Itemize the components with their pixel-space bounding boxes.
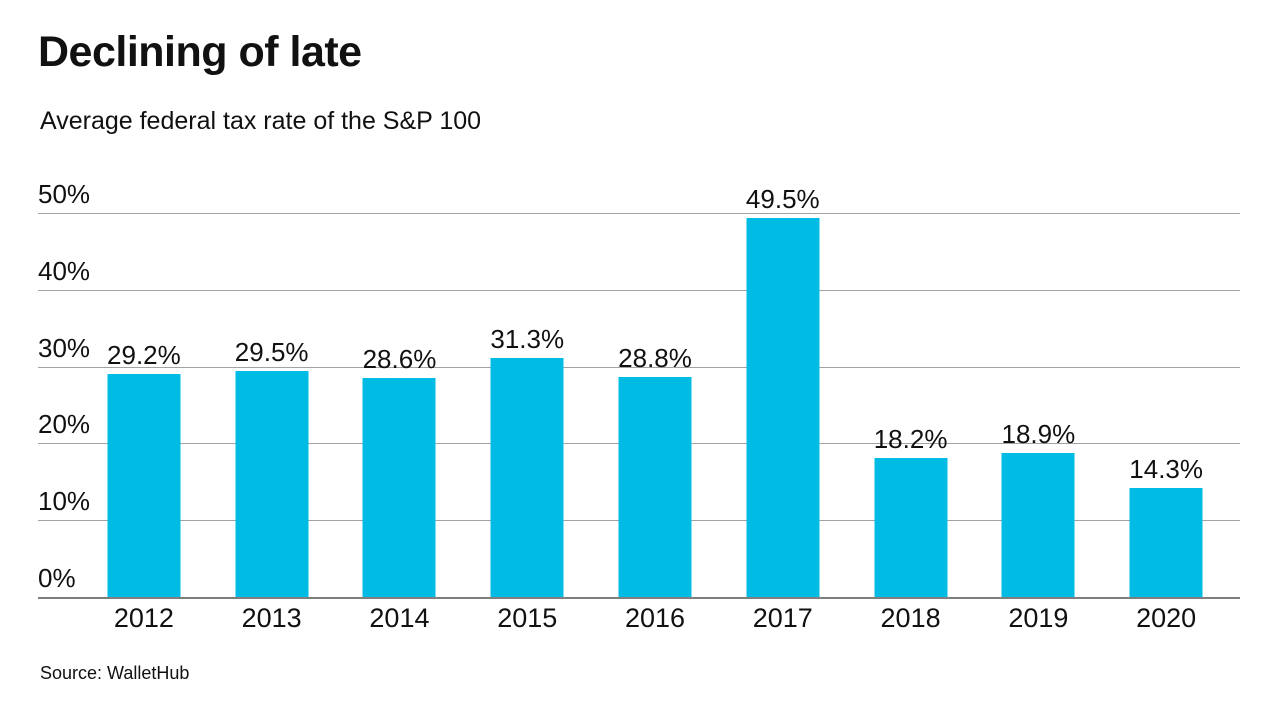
- value-label-2018: 18.2%: [873, 424, 948, 455]
- bar-2012: [107, 373, 181, 598]
- value-label-2016: 28.8%: [618, 342, 692, 373]
- x-axis-label-2013: 2013: [241, 603, 302, 633]
- bar-chart-plot-area: 0% 10% 20% 30% 40% 50% 29.2% 2012 29.5% 2013 28.6…: [38, 181, 1240, 632]
- bars-layer: 29.2% 2012 29.5% 2013 28.6% 2014 31.3% 2015 28.8…: [80, 186, 1230, 632]
- x-axis-label-2017: 2017: [752, 603, 813, 633]
- bar-slot-2013: 29.5% 2013: [208, 214, 336, 631]
- x-axis-label-2018: 2018: [880, 603, 941, 633]
- bar-slot-2019: 18.9% 2019: [974, 214, 1102, 632]
- value-label-2017: 49.5%: [745, 183, 820, 214]
- bar-2014: [362, 378, 436, 598]
- value-label-2013: 29.5%: [234, 337, 309, 368]
- bar-slot-2015: 31.3% 2015: [463, 214, 591, 632]
- x-axis-line: [38, 597, 1240, 599]
- bar-2015: [490, 357, 564, 598]
- bar-slot-2014: 28.6% 2014: [336, 214, 464, 631]
- bar-slot-2020: 14.3% 2020: [1102, 214, 1230, 631]
- bar-2020: [1129, 488, 1203, 598]
- bar-slot-2018: 18.2% 2018: [847, 214, 975, 631]
- bar-2018: [874, 458, 948, 598]
- x-axis-label-2020: 2020: [1136, 603, 1197, 633]
- bar-2017: [746, 217, 820, 598]
- bar-2019: [1001, 452, 1075, 598]
- y-tick-label-30: 30%: [38, 332, 91, 363]
- gridline-50: [38, 213, 1240, 214]
- value-label-2019: 18.9%: [1001, 418, 1076, 449]
- value-label-2020: 14.3%: [1129, 454, 1204, 485]
- bar-2016: [618, 376, 692, 598]
- x-axis-label-2016: 2016: [624, 603, 686, 633]
- chart-subtitle: Average federal tax rate of the S&P 100: [40, 107, 482, 135]
- chart-title: Declining of late: [38, 28, 362, 76]
- bar-slot-2017: 49.5% 2017: [719, 186, 847, 632]
- y-tick-label-20: 20%: [38, 409, 91, 440]
- y-tick-label-50: 50%: [38, 179, 91, 209]
- gridline-30: [38, 366, 1240, 368]
- value-label-2012: 29.2%: [107, 339, 181, 370]
- y-tick-label-40: 40%: [38, 255, 91, 286]
- source-note: Source: WalletHub: [40, 663, 190, 683]
- bar-slot-2016: 28.8% 2016: [591, 214, 719, 632]
- gridline-40: [38, 289, 1240, 291]
- y-tick-label-10: 10%: [38, 486, 91, 517]
- x-axis-label-2014: 2014: [369, 603, 430, 633]
- x-axis-label-2015: 2015: [497, 603, 558, 633]
- y-tick-label-0: 0%: [38, 563, 76, 593]
- bar-slot-2012: 29.2% 2012: [80, 214, 208, 632]
- x-axis-label-2012: 2012: [113, 603, 174, 633]
- bar-2013: [235, 371, 309, 598]
- value-label-2015: 31.3%: [490, 323, 565, 354]
- value-label-2014: 28.6%: [362, 344, 437, 375]
- x-axis-label-2019: 2019: [1008, 603, 1069, 633]
